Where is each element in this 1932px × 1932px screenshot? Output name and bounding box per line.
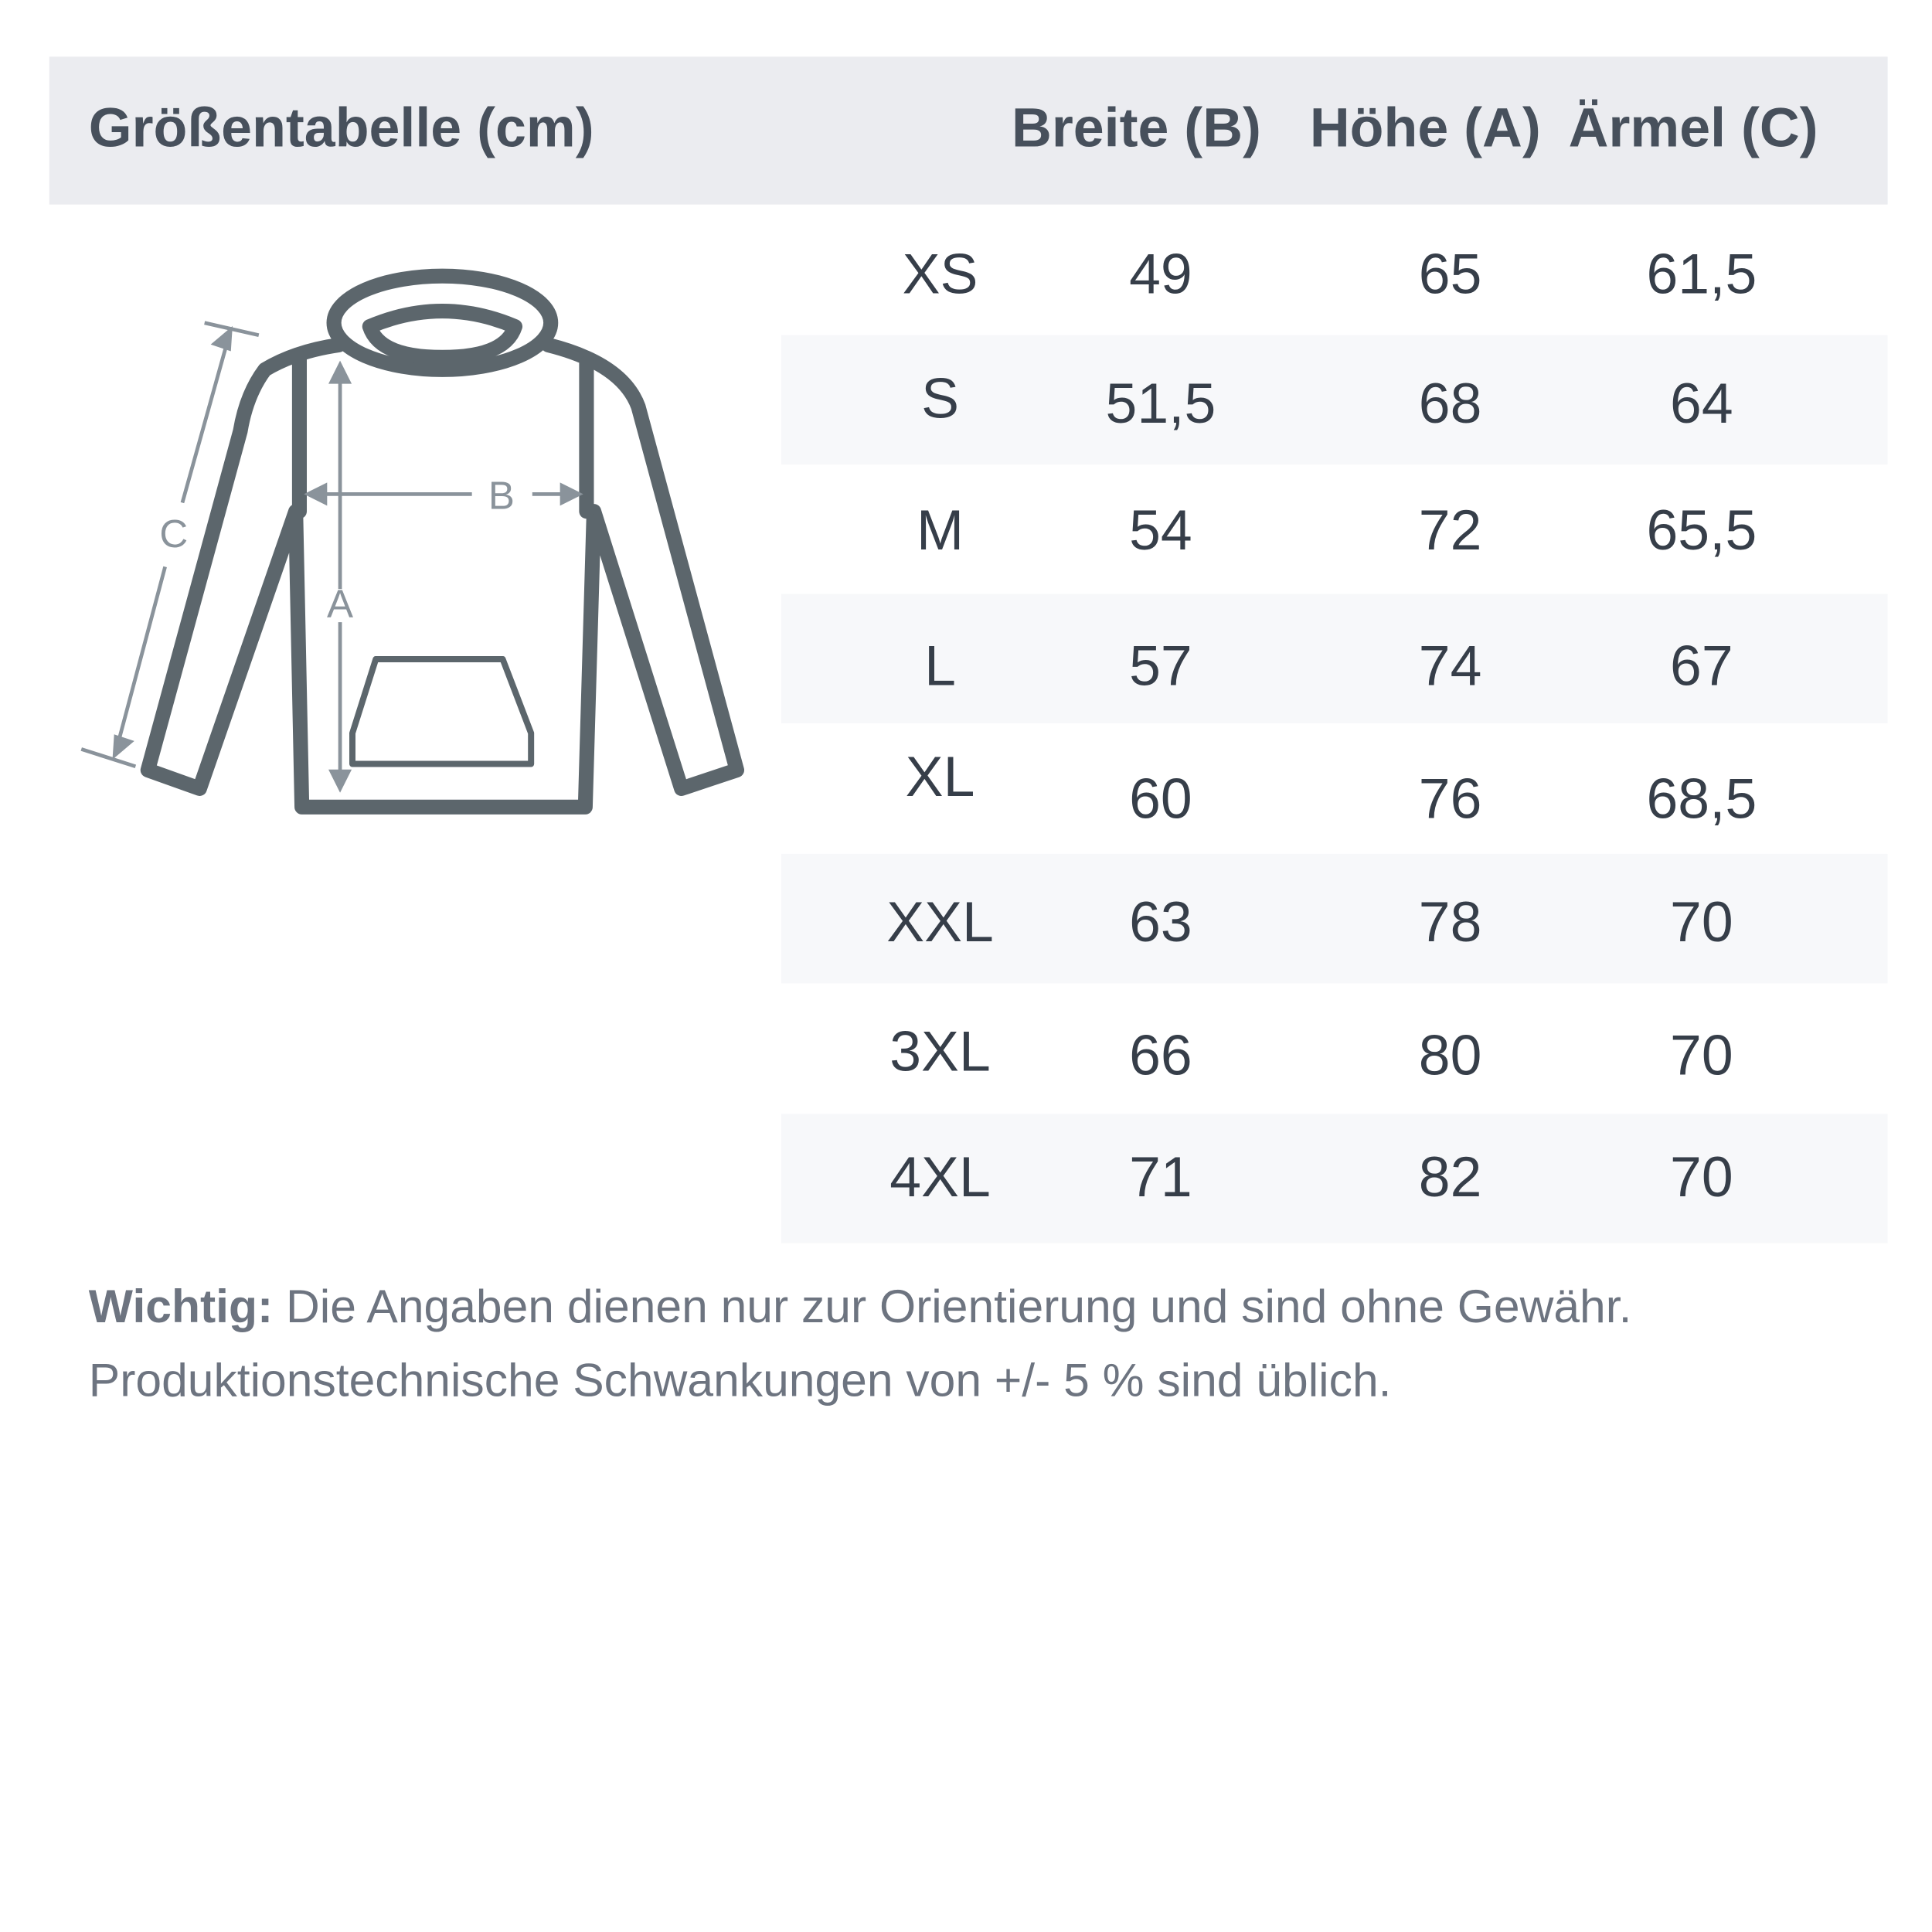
cell-aermel: 68,5 bbox=[1646, 766, 1757, 831]
note-text-1: Die Angaben dienen nur zur Orientierung … bbox=[273, 1281, 1632, 1334]
row-stripe bbox=[781, 594, 1888, 723]
cell-hoehe: 76 bbox=[1418, 766, 1482, 831]
cell-aermel: 61,5 bbox=[1646, 241, 1757, 306]
cell-aermel: 65,5 bbox=[1646, 498, 1757, 563]
cell-hoehe: 80 bbox=[1418, 1022, 1482, 1087]
cell-breite: 66 bbox=[1129, 1022, 1192, 1087]
column-header-aermel: Ärmel (C) bbox=[1568, 96, 1818, 159]
row-stripe bbox=[781, 335, 1888, 465]
cell-breite: 57 bbox=[1129, 633, 1192, 698]
row-stripe bbox=[781, 1114, 1888, 1243]
measure-label-a: A bbox=[327, 582, 353, 626]
chart-title: Größentabelle (cm) bbox=[88, 96, 594, 159]
cell-size: S bbox=[921, 366, 959, 430]
cell-size: M bbox=[916, 498, 964, 563]
table-header: Größentabelle (cm) Breite (B) Höhe (A) Ä… bbox=[49, 56, 1888, 205]
cell-breite: 54 bbox=[1129, 498, 1192, 563]
cell-size: XXL bbox=[886, 889, 994, 954]
cell-size: XS bbox=[902, 241, 978, 306]
column-header-hoehe: Höhe (A) bbox=[1309, 96, 1541, 159]
cell-size: L bbox=[924, 633, 956, 698]
row-stripe bbox=[781, 853, 1888, 984]
measure-label-b: B bbox=[488, 473, 515, 517]
hoodie-measurement-icon: B A C bbox=[80, 268, 745, 815]
cell-aermel: 70 bbox=[1670, 1022, 1733, 1087]
cell-hoehe: 82 bbox=[1418, 1145, 1482, 1209]
cell-breite: 60 bbox=[1129, 766, 1192, 831]
measure-label-c: C bbox=[159, 512, 188, 556]
cell-hoehe: 74 bbox=[1418, 633, 1482, 698]
cell-hoehe: 68 bbox=[1418, 370, 1482, 435]
cell-aermel: 64 bbox=[1670, 370, 1733, 435]
cell-hoehe: 65 bbox=[1418, 241, 1482, 306]
cell-aermel: 67 bbox=[1670, 633, 1733, 698]
cell-size: XL bbox=[905, 744, 975, 808]
cell-breite: 51,5 bbox=[1105, 370, 1216, 435]
cell-hoehe: 78 bbox=[1418, 889, 1482, 954]
note-label: Wichtig: bbox=[88, 1281, 274, 1334]
column-header-breite: Breite (B) bbox=[1012, 96, 1261, 159]
cell-aermel: 70 bbox=[1670, 1145, 1733, 1209]
cell-size: 3XL bbox=[889, 1019, 991, 1083]
note-line-1: Wichtig: Die Angaben dienen nur zur Orie… bbox=[89, 1281, 1632, 1335]
cell-size: 4XL bbox=[889, 1145, 991, 1209]
note-line-2: Produktionstechnische Schwankungen von +… bbox=[88, 1355, 1392, 1407]
cell-breite: 49 bbox=[1129, 241, 1192, 306]
cell-breite: 71 bbox=[1129, 1145, 1192, 1209]
cell-hoehe: 72 bbox=[1418, 498, 1482, 563]
cell-aermel: 70 bbox=[1670, 889, 1733, 954]
cell-breite: 63 bbox=[1129, 889, 1192, 954]
